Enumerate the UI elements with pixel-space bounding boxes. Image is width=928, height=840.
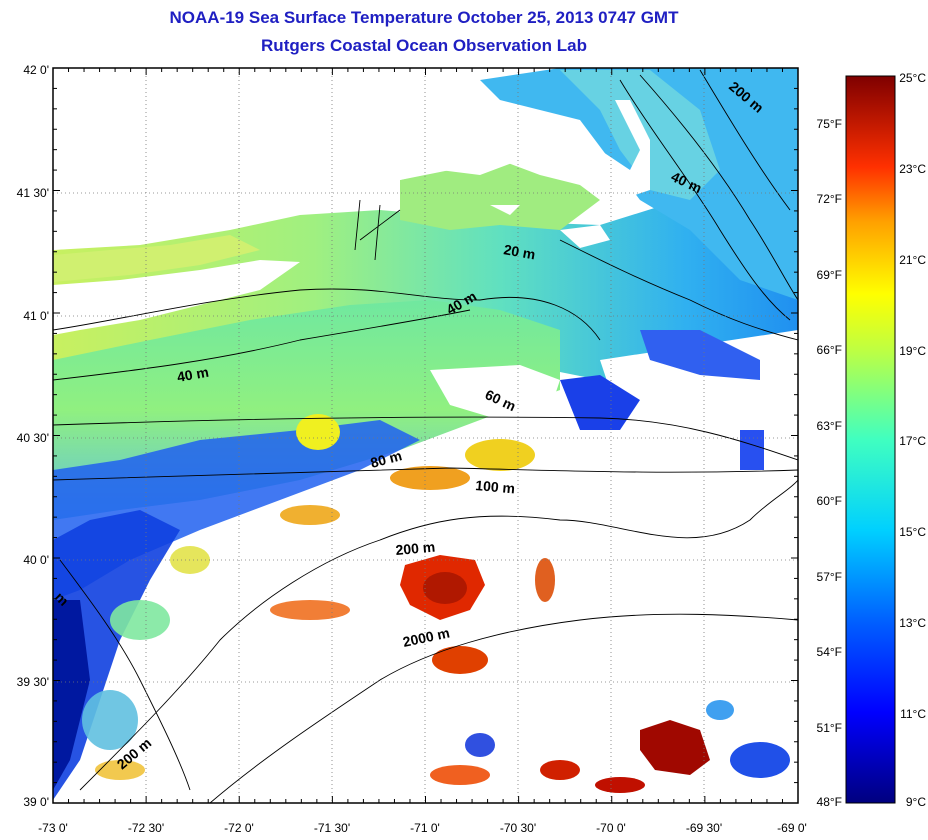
contour-label-200m: 200 m bbox=[395, 539, 436, 558]
lat-tick-label: 42 0' bbox=[23, 63, 49, 77]
fahrenheit-label: 54°F bbox=[817, 645, 842, 659]
lat-tick-label: 41 0' bbox=[23, 309, 49, 323]
lon-tick-label: -70 0' bbox=[596, 821, 626, 835]
map-subtitle: Rutgers Coastal Ocean Observation Lab bbox=[261, 36, 587, 55]
contour-label-20m: 20 m bbox=[502, 241, 536, 262]
fahrenheit-scale: 75°F 72°F 69°F 66°F 63°F 60°F 57°F 54°F … bbox=[817, 117, 842, 809]
colorbar-gradient bbox=[845, 75, 896, 804]
contour-label-100m: 100 m bbox=[475, 477, 516, 496]
celsius-label: 17°C bbox=[899, 434, 926, 448]
temperature-field bbox=[53, 68, 798, 803]
fahrenheit-label: 48°F bbox=[817, 795, 842, 809]
celsius-label: 15°C bbox=[899, 525, 926, 539]
fahrenheit-label: 57°F bbox=[817, 570, 842, 584]
fahrenheit-label: 69°F bbox=[817, 268, 842, 282]
fahrenheit-label: 60°F bbox=[817, 494, 842, 508]
bathymetry-contours bbox=[53, 69, 798, 803]
contour-label-40m-west: 40 m bbox=[176, 364, 210, 385]
graticule bbox=[53, 68, 798, 803]
fahrenheit-label: 63°F bbox=[817, 419, 842, 433]
lon-tick-label: -69 0' bbox=[777, 821, 807, 835]
celsius-label: 21°C bbox=[899, 253, 926, 267]
lon-tick-label: -71 0' bbox=[410, 821, 440, 835]
celsius-label: 23°C bbox=[899, 162, 926, 176]
lat-tick-label: 40 0' bbox=[23, 553, 49, 567]
lon-tick-label: -72 0' bbox=[224, 821, 254, 835]
celsius-label: 13°C bbox=[899, 616, 926, 630]
latitude-axis: 42 0' 41 30' 41 0' 40 30' 40 0' 39 30' 3… bbox=[17, 63, 49, 809]
lon-tick-label: -73 0' bbox=[38, 821, 68, 835]
lon-tick-label: -71 30' bbox=[314, 821, 350, 835]
celsius-label: 9°C bbox=[906, 795, 926, 809]
lon-tick-label: -72 30' bbox=[128, 821, 164, 835]
fahrenheit-label: 51°F bbox=[817, 721, 842, 735]
colorbar: 25°C 23°C 21°C 19°C 17°C 15°C 13°C 11°C … bbox=[845, 71, 926, 809]
celsius-label: 19°C bbox=[899, 344, 926, 358]
fahrenheit-label: 75°F bbox=[817, 117, 842, 131]
contour-label-80m: 80 m bbox=[369, 447, 404, 471]
map-title: NOAA-19 Sea Surface Temperature October … bbox=[169, 8, 679, 27]
fahrenheit-label: 72°F bbox=[817, 192, 842, 206]
lon-tick-label: -69 30' bbox=[686, 821, 722, 835]
longitude-axis: -73 0' -72 30' -72 0' -71 30' -71 0' -70… bbox=[38, 821, 807, 835]
axis-ticks bbox=[52, 67, 799, 804]
lon-tick-label: -70 30' bbox=[500, 821, 536, 835]
fahrenheit-label: 66°F bbox=[817, 343, 842, 357]
lat-tick-label: 39 0' bbox=[23, 795, 49, 809]
celsius-label: 25°C bbox=[899, 71, 926, 85]
lat-tick-label: 39 30' bbox=[17, 675, 49, 689]
lat-tick-label: 41 30' bbox=[17, 186, 49, 200]
lat-tick-label: 40 30' bbox=[17, 431, 49, 445]
celsius-label: 11°C bbox=[900, 707, 926, 721]
